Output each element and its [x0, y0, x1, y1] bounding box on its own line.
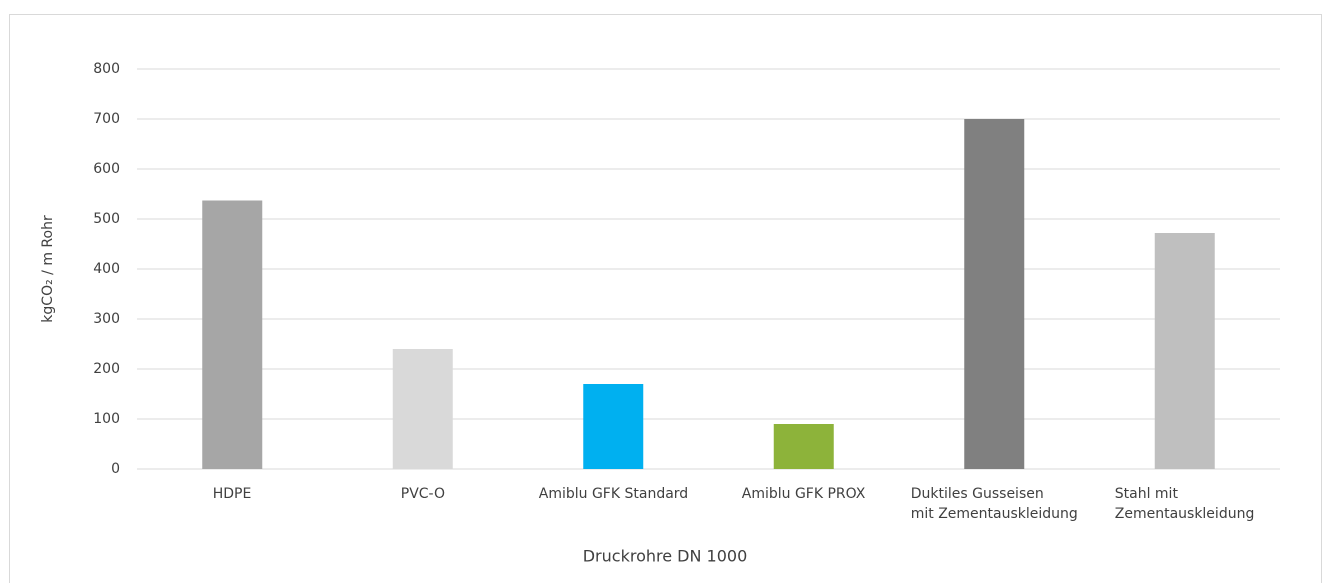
x-axis-label: Druckrohre DN 1000 [583, 547, 748, 566]
bar [1154, 233, 1215, 469]
y-tick-label: 300 [93, 311, 120, 327]
y-tick-label: 800 [93, 61, 120, 77]
x-tick-label: Amiblu GFK Standard [538, 486, 689, 502]
x-tick-label: Duktiles Gusseisen mit Zementauskleidung [910, 486, 1078, 522]
y-tick-label: 500 [93, 211, 120, 227]
bar [202, 200, 263, 469]
bar [583, 384, 644, 469]
y-tick-label: 400 [93, 261, 120, 277]
chart-border [9, 14, 1322, 583]
y-axis-label: kgCO₂ / m Rohr [40, 215, 56, 323]
y-tick-label: 0 [111, 461, 120, 477]
y-tick-label: 600 [93, 161, 120, 177]
x-tick-label: Amiblu GFK PROX [741, 486, 866, 502]
bar [964, 119, 1025, 469]
x-tick-label: PVC-O [400, 486, 446, 502]
y-tick-label: 100 [93, 411, 120, 427]
x-tick-label: HDPE [212, 486, 252, 502]
x-tick-label: Stahl mit Zementauskleidung [1114, 486, 1255, 522]
y-tick-label: 200 [93, 361, 120, 377]
bar [392, 349, 453, 469]
y-tick-label: 700 [93, 111, 120, 127]
bar [773, 424, 834, 469]
